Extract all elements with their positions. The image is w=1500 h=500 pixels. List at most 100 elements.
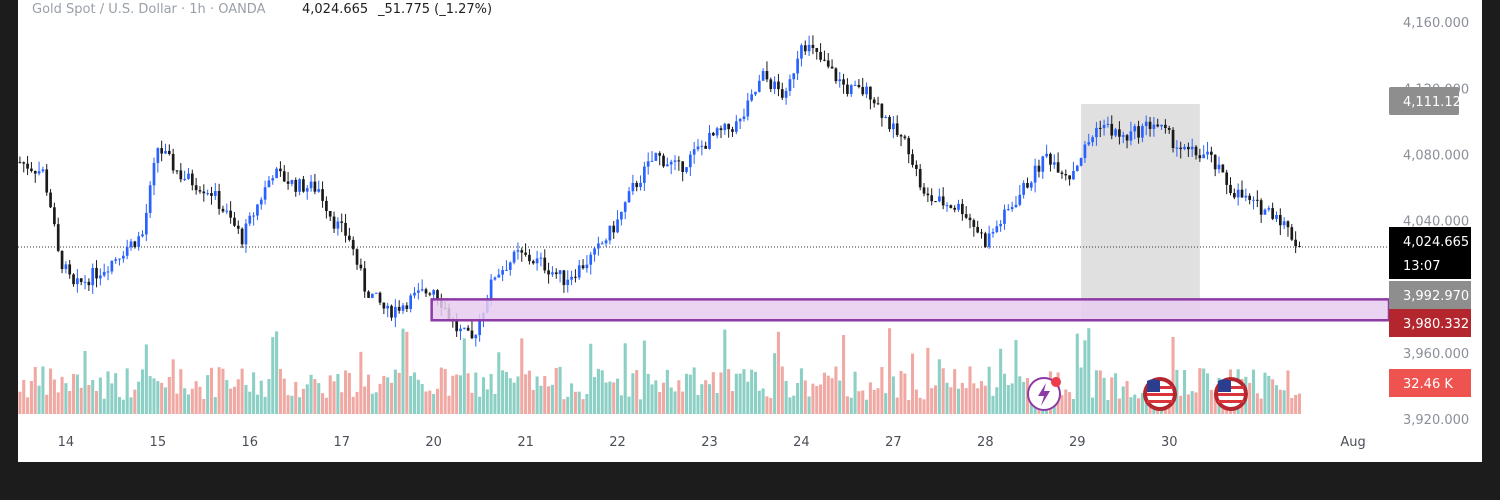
candle-body bbox=[332, 216, 336, 229]
candle-body bbox=[987, 233, 991, 247]
candle-body bbox=[1206, 151, 1209, 155]
volume-bar bbox=[1251, 369, 1256, 414]
candle-body bbox=[64, 264, 68, 270]
candle-body bbox=[1278, 214, 1282, 226]
candle-body bbox=[1056, 162, 1060, 173]
lightning-event-icon[interactable] bbox=[1027, 377, 1061, 411]
volume-bar bbox=[263, 396, 267, 414]
candle-body bbox=[275, 168, 278, 179]
candle-body bbox=[493, 277, 497, 280]
volume-bar bbox=[914, 389, 918, 414]
volume-bar bbox=[447, 395, 451, 414]
candle-body bbox=[727, 123, 730, 130]
candle-body bbox=[1045, 153, 1048, 157]
candle-body bbox=[685, 167, 688, 172]
candle-body bbox=[386, 305, 390, 309]
price-tick: 4,080.000 bbox=[1403, 148, 1469, 163]
time-axis[interactable]: 14 15 16 17 20 21 22 23 24 27 28 29 30 Aug bbox=[58, 435, 1366, 450]
volume-bar bbox=[677, 380, 681, 414]
volume-bar bbox=[271, 337, 275, 414]
candle-body bbox=[1290, 227, 1294, 240]
volume-bar bbox=[409, 376, 413, 414]
candle-body bbox=[593, 248, 596, 255]
volume-bar bbox=[880, 367, 884, 414]
candle-body bbox=[68, 264, 72, 275]
volume-bar bbox=[623, 343, 627, 414]
candle-body bbox=[474, 335, 478, 339]
candle-body bbox=[152, 162, 156, 186]
volume-bar bbox=[439, 367, 443, 414]
projection-box[interactable] bbox=[1081, 104, 1200, 321]
volume-bar bbox=[753, 371, 757, 414]
volume-bar bbox=[707, 384, 712, 414]
candle-body bbox=[1033, 165, 1037, 183]
volume-bar bbox=[255, 394, 259, 414]
volume-bar bbox=[1060, 395, 1064, 414]
candle-body bbox=[823, 59, 826, 61]
candle-body bbox=[420, 289, 424, 291]
volume-bar bbox=[995, 387, 999, 414]
candle-body bbox=[279, 168, 282, 172]
volume-bar bbox=[512, 382, 516, 414]
candle-body bbox=[960, 203, 964, 215]
candle-body bbox=[1286, 221, 1290, 228]
volume-bar bbox=[830, 378, 834, 414]
volume-bar bbox=[1079, 367, 1083, 414]
price-axis[interactable]: 4,160.0004,120.0004,080.0004,040.0003,96… bbox=[1403, 16, 1469, 428]
candle-body bbox=[734, 121, 738, 132]
volume-bar bbox=[612, 382, 616, 414]
candle-body bbox=[769, 79, 773, 89]
candle-body bbox=[930, 195, 934, 202]
volume-bar bbox=[1171, 336, 1175, 414]
candle-body bbox=[133, 241, 137, 247]
volume-bar bbox=[194, 381, 198, 414]
volume-bar bbox=[183, 388, 187, 414]
volume-bar bbox=[347, 372, 351, 414]
volume-bar bbox=[286, 395, 290, 414]
candle-body bbox=[1098, 127, 1102, 129]
volume-bar bbox=[520, 338, 524, 414]
volume-bar bbox=[589, 343, 593, 414]
candle-body bbox=[144, 212, 148, 235]
volume-bar bbox=[719, 372, 723, 414]
volume-bar bbox=[956, 388, 961, 414]
us-flag-icon[interactable] bbox=[1143, 377, 1177, 411]
volume-bar bbox=[639, 399, 643, 414]
volume-bar bbox=[535, 376, 539, 414]
candle-body bbox=[1003, 209, 1006, 224]
chart-area[interactable]: Gold Spot / U.S. Dollar · 1h · OANDA 4,0… bbox=[18, 0, 1482, 462]
volume-bar bbox=[198, 386, 202, 414]
volume-bar bbox=[455, 374, 459, 414]
candle-body bbox=[83, 281, 87, 283]
volume-bar bbox=[405, 331, 409, 414]
candle-body bbox=[1240, 189, 1244, 198]
candle-body bbox=[953, 207, 957, 210]
volume-bar bbox=[501, 370, 505, 414]
price-chart[interactable]: Gold Spot / U.S. Dollar · 1h · OANDA 4,0… bbox=[18, 0, 1482, 462]
volume-bar bbox=[1071, 399, 1075, 414]
volume-bar bbox=[750, 369, 754, 414]
candle-body bbox=[1102, 124, 1106, 129]
volume-bar bbox=[796, 383, 800, 414]
volume-bar bbox=[524, 374, 528, 414]
support-zone[interactable] bbox=[430, 298, 1391, 322]
candle-body bbox=[991, 231, 995, 234]
candle-body bbox=[957, 203, 960, 210]
volume-bar bbox=[566, 396, 570, 414]
volume-bar bbox=[397, 372, 401, 414]
header-change: _51.775 (_1.27%) bbox=[377, 2, 492, 17]
volume-bar bbox=[1014, 340, 1018, 414]
volume-bar bbox=[102, 398, 106, 414]
candle-body bbox=[635, 183, 639, 188]
candle-body bbox=[1202, 154, 1206, 159]
volume-bar bbox=[114, 373, 118, 414]
volume-bar bbox=[462, 338, 466, 414]
volume-bar bbox=[68, 391, 72, 414]
us-flag-icon[interactable] bbox=[1214, 377, 1248, 411]
volume-bar bbox=[282, 378, 286, 414]
volume-bar bbox=[305, 384, 309, 414]
volume-bar bbox=[344, 370, 348, 414]
volume-bar bbox=[336, 373, 340, 414]
candle-body bbox=[773, 81, 776, 89]
candle-body bbox=[240, 228, 244, 245]
